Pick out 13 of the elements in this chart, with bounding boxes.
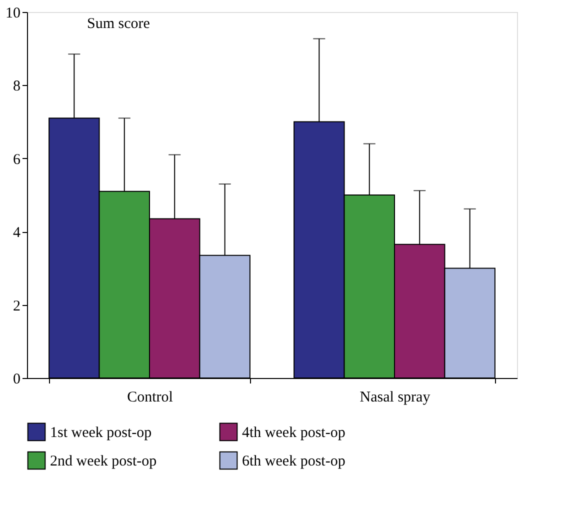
legend-label: 6th week post-op <box>242 454 346 470</box>
legend-label: 2nd week post-op <box>50 454 157 470</box>
y-tick-label: 10 <box>6 6 20 22</box>
y-tick-label: 6 <box>13 152 21 168</box>
y-tick-label: 8 <box>13 78 20 95</box>
legend-label: 1st week post-op <box>50 424 152 441</box>
y-tick-label: 2 <box>13 298 20 314</box>
y-tick-label: 0 <box>13 372 20 388</box>
legend-label: 4th week post-op <box>242 424 346 441</box>
x-tick-label: Control <box>127 390 173 406</box>
x-tick-label: Nasal spray <box>360 390 431 406</box>
y-axis-title: Sum score <box>87 16 150 32</box>
y-tick-label: 4 <box>13 225 21 242</box>
